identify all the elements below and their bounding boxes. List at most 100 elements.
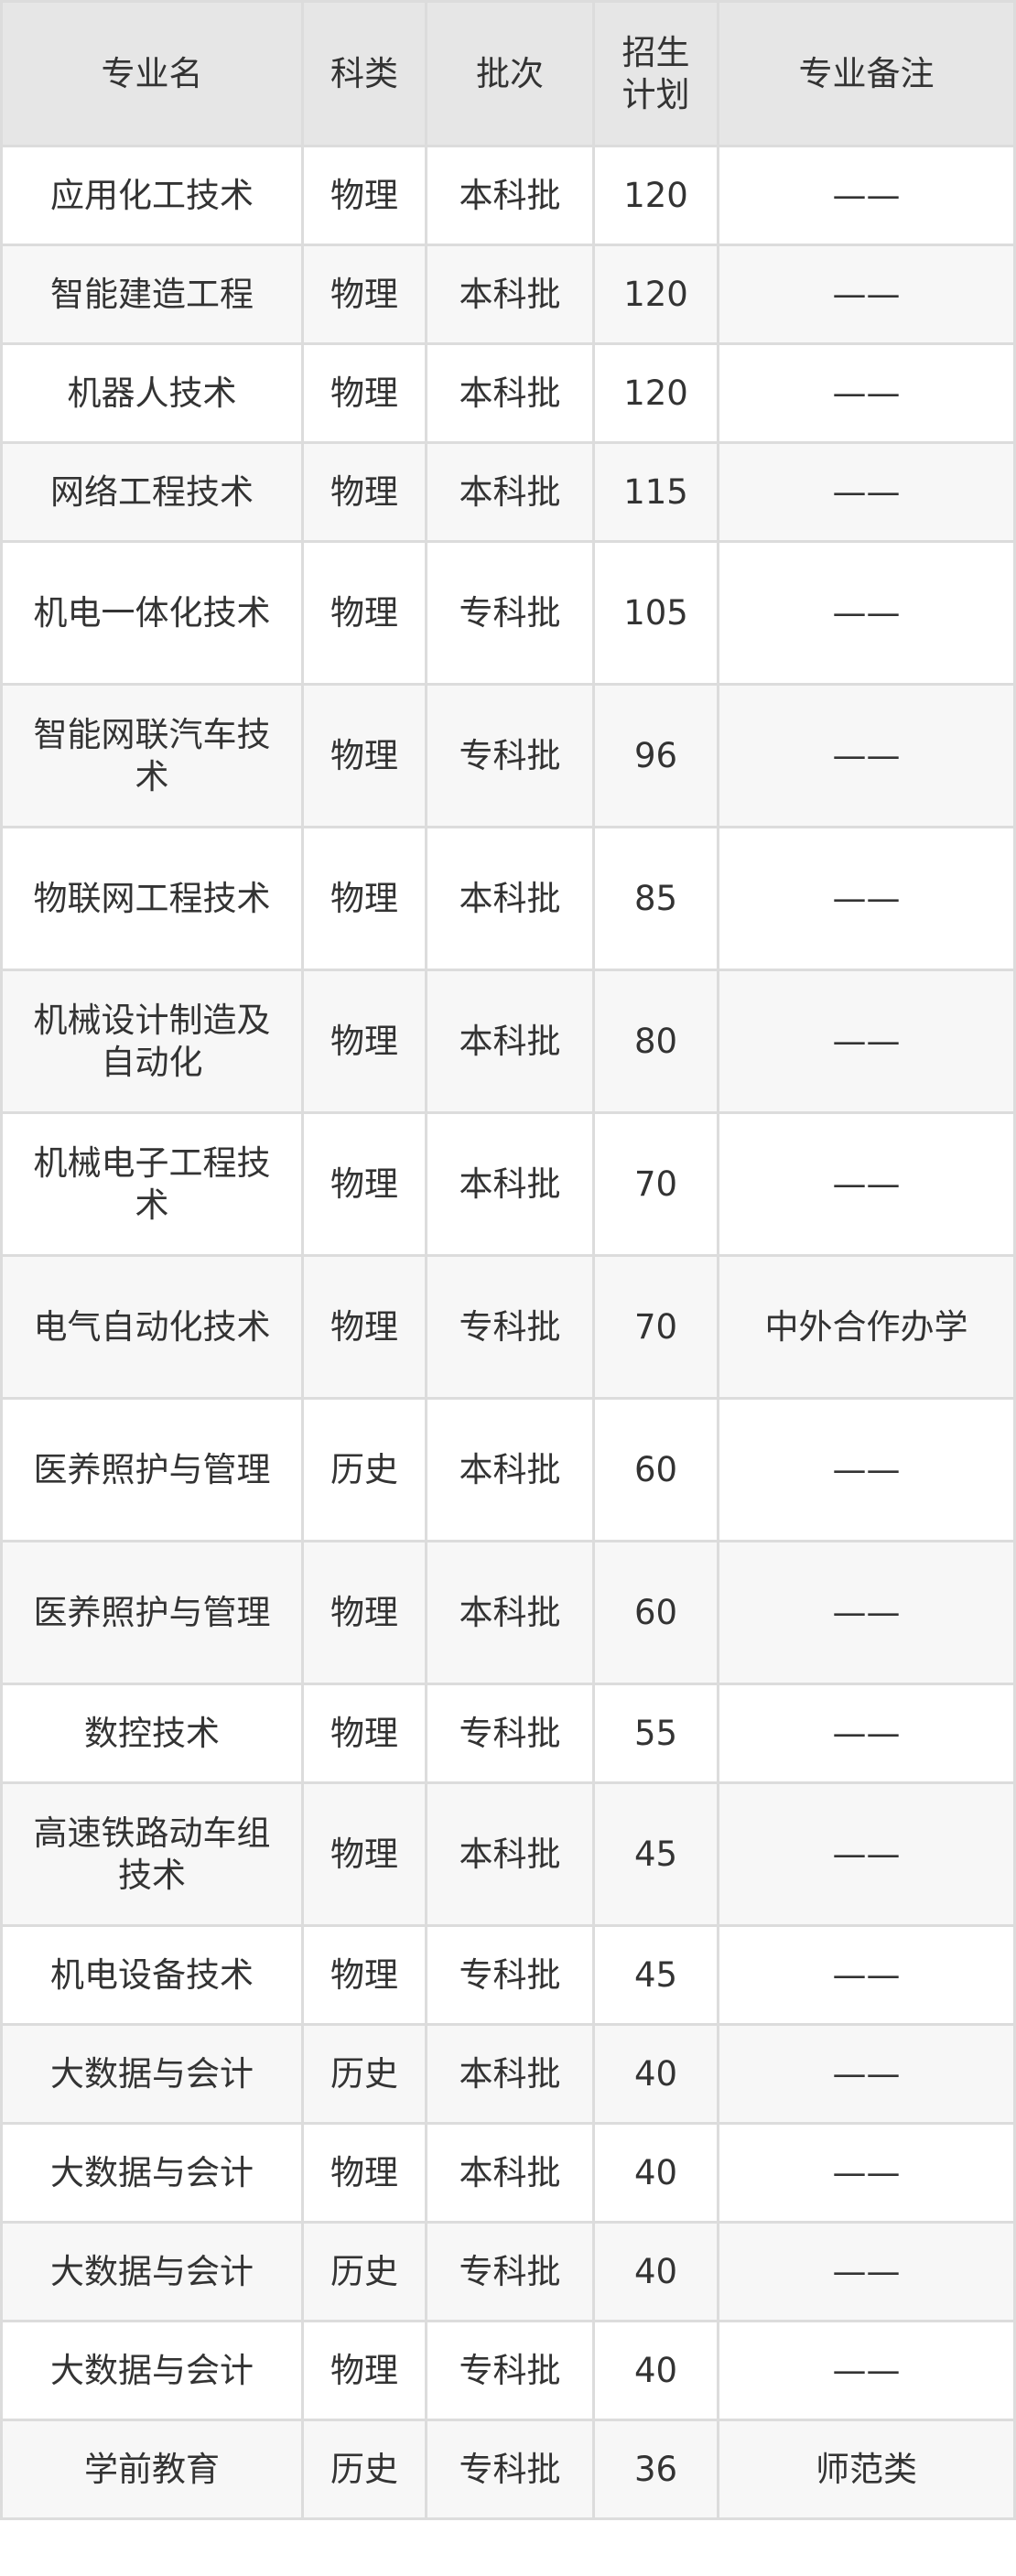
plan-cell: 40 [592, 2320, 719, 2421]
batch-cell: 本科批 [425, 2023, 595, 2125]
major-name-cell: 医养照护与管理 [0, 1540, 304, 1685]
batch-cell: 本科批 [425, 2122, 595, 2224]
table-row: 大数据与会计 历史 本科批 40 —— [0, 2023, 1016, 2125]
note-cell: —— [717, 1683, 1016, 1784]
plan-cell: 70 [592, 1254, 719, 1400]
batch-cell: 专科批 [425, 683, 595, 828]
plan-cell: 105 [592, 540, 719, 686]
table-row: 物联网工程技术 物理 本科批 85 —— [0, 826, 1016, 971]
subject-cell: 历史 [301, 2419, 427, 2520]
table-row: 机电一体化技术 物理 专科批 105 —— [0, 540, 1016, 686]
batch-cell: 专科批 [425, 1683, 595, 1784]
header-major-name: 专业名 [0, 0, 304, 147]
batch-cell: 专科批 [425, 540, 595, 686]
subject-cell: 物理 [301, 244, 427, 345]
table-row: 智能网联汽车技术 物理 专科批 96 —— [0, 683, 1016, 828]
plan-cell: 120 [592, 145, 719, 246]
subject-cell: 历史 [301, 2023, 427, 2125]
note-cell: —— [717, 145, 1016, 246]
note-cell: —— [717, 1781, 1016, 1927]
table-row: 高速铁路动车组技术 物理 本科批 45 —— [0, 1781, 1016, 1927]
header-subject: 科类 [301, 0, 427, 147]
plan-cell: 40 [592, 2221, 719, 2322]
plan-cell: 40 [592, 2122, 719, 2224]
major-name-cell: 数控技术 [0, 1683, 304, 1784]
note-cell: —— [717, 826, 1016, 971]
table-row: 智能建造工程 物理 本科批 120 —— [0, 244, 1016, 345]
subject-cell: 历史 [301, 1397, 427, 1542]
major-name-cell: 机电一体化技术 [0, 540, 304, 686]
batch-cell: 本科批 [425, 1781, 595, 1927]
table-row: 机电设备技术 物理 专科批 45 —— [0, 1924, 1016, 2026]
batch-cell: 本科批 [425, 1397, 595, 1542]
major-name-cell: 大数据与会计 [0, 2023, 304, 2125]
plan-cell: 120 [592, 342, 719, 444]
subject-cell: 物理 [301, 1254, 427, 1400]
major-name-cell: 学前教育 [0, 2419, 304, 2520]
subject-cell: 物理 [301, 1781, 427, 1927]
subject-cell: 物理 [301, 145, 427, 246]
header-plan: 招生计划 [592, 0, 719, 147]
batch-cell: 本科批 [425, 342, 595, 444]
plan-cell: 40 [592, 2023, 719, 2125]
note-cell: —— [717, 2320, 1016, 2421]
subject-cell: 物理 [301, 2122, 427, 2224]
note-cell: —— [717, 2221, 1016, 2322]
subject-cell: 物理 [301, 1924, 427, 2026]
note-cell: —— [717, 1924, 1016, 2026]
table-row: 机械电子工程技术 物理 本科批 70 —— [0, 1111, 1016, 1257]
enrollment-plan-table: 专业名 科类 批次 招生计划 专业备注 应用化工技术 物理 本科批 120 —— 智能建造… [0, 0, 1016, 2520]
major-name-cell: 物联网工程技术 [0, 826, 304, 971]
subject-cell: 历史 [301, 2221, 427, 2322]
note-cell: —— [717, 441, 1016, 543]
major-name-cell: 机械设计制造及自动化 [0, 969, 304, 1114]
plan-cell: 96 [592, 683, 719, 828]
table-row: 大数据与会计 物理 专科批 40 —— [0, 2320, 1016, 2421]
batch-cell: 本科批 [425, 969, 595, 1114]
subject-cell: 物理 [301, 2320, 427, 2421]
batch-cell: 本科批 [425, 244, 595, 345]
plan-cell: 85 [592, 826, 719, 971]
plan-cell: 70 [592, 1111, 719, 1257]
major-name-cell: 大数据与会计 [0, 2221, 304, 2322]
header-note: 专业备注 [717, 0, 1016, 147]
table-row: 应用化工技术 物理 本科批 120 —— [0, 145, 1016, 246]
batch-cell: 专科批 [425, 2419, 595, 2520]
major-name-cell: 电气自动化技术 [0, 1254, 304, 1400]
plan-cell: 115 [592, 441, 719, 543]
subject-cell: 物理 [301, 342, 427, 444]
header-plan-label: 招生计划 [621, 32, 690, 114]
plan-cell: 36 [592, 2419, 719, 2520]
table-row: 大数据与会计 历史 专科批 40 —— [0, 2221, 1016, 2322]
major-name-cell: 机械电子工程技术 [0, 1111, 304, 1257]
table-row: 学前教育 历史 专科批 36 师范类 [0, 2419, 1016, 2520]
plan-cell: 80 [592, 969, 719, 1114]
table-row: 机器人技术 物理 本科批 120 —— [0, 342, 1016, 444]
batch-cell: 本科批 [425, 1540, 595, 1685]
batch-cell: 专科批 [425, 1924, 595, 2026]
note-cell: —— [717, 2023, 1016, 2125]
subject-cell: 物理 [301, 1111, 427, 1257]
note-cell: —— [717, 1111, 1016, 1257]
note-cell: 师范类 [717, 2419, 1016, 2520]
major-name-cell: 网络工程技术 [0, 441, 304, 543]
plan-cell: 60 [592, 1397, 719, 1542]
plan-cell: 55 [592, 1683, 719, 1784]
subject-cell: 物理 [301, 441, 427, 543]
plan-cell: 120 [592, 244, 719, 345]
note-cell: —— [717, 2122, 1016, 2224]
note-cell: —— [717, 244, 1016, 345]
subject-cell: 物理 [301, 1540, 427, 1685]
table-row: 数控技术 物理 专科批 55 —— [0, 1683, 1016, 1784]
batch-cell: 本科批 [425, 826, 595, 971]
batch-cell: 专科批 [425, 2221, 595, 2322]
table-row: 网络工程技术 物理 本科批 115 —— [0, 441, 1016, 543]
major-name-cell: 智能网联汽车技术 [0, 683, 304, 828]
batch-cell: 本科批 [425, 441, 595, 543]
table-row: 医养照护与管理 历史 本科批 60 —— [0, 1397, 1016, 1542]
subject-cell: 物理 [301, 826, 427, 971]
table-row: 电气自动化技术 物理 专科批 70 中外合作办学 [0, 1254, 1016, 1400]
note-cell: —— [717, 1397, 1016, 1542]
batch-cell: 专科批 [425, 2320, 595, 2421]
subject-cell: 物理 [301, 540, 427, 686]
